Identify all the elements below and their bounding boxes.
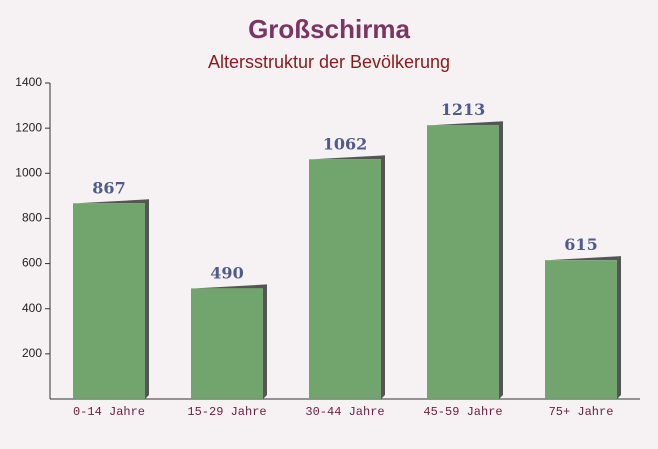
value-label: 1062 [323,134,368,153]
bar [427,125,499,400]
y-tick-label: 800 [22,211,42,225]
x-tick-label: 75+ Jahre [549,405,614,419]
x-tick-label: 15-29 Jahre [187,405,266,419]
x-tick-label: 30-44 Jahre [305,405,384,419]
chart-subtitle: Altersstruktur der Bevölkerung [208,52,450,72]
value-label: 1213 [441,100,486,119]
y-tick-label: 400 [22,301,42,315]
y-tick-label: 1200 [15,120,42,134]
y-tick-label: 600 [22,256,42,270]
chart-title: Großschirma [248,14,410,44]
value-label: 867 [92,178,125,197]
y-tick-label: 1000 [15,165,42,179]
value-label: 615 [564,235,597,254]
bar [191,288,263,399]
bar [73,203,145,399]
bar [309,159,381,399]
bar [545,260,617,399]
x-tick-label: 45-59 Jahre [423,405,502,419]
x-tick-label: 0-14 Jahre [73,405,145,419]
y-tick-label: 1400 [15,75,42,89]
y-tick-label: 200 [22,346,42,360]
value-label: 490 [210,263,243,282]
